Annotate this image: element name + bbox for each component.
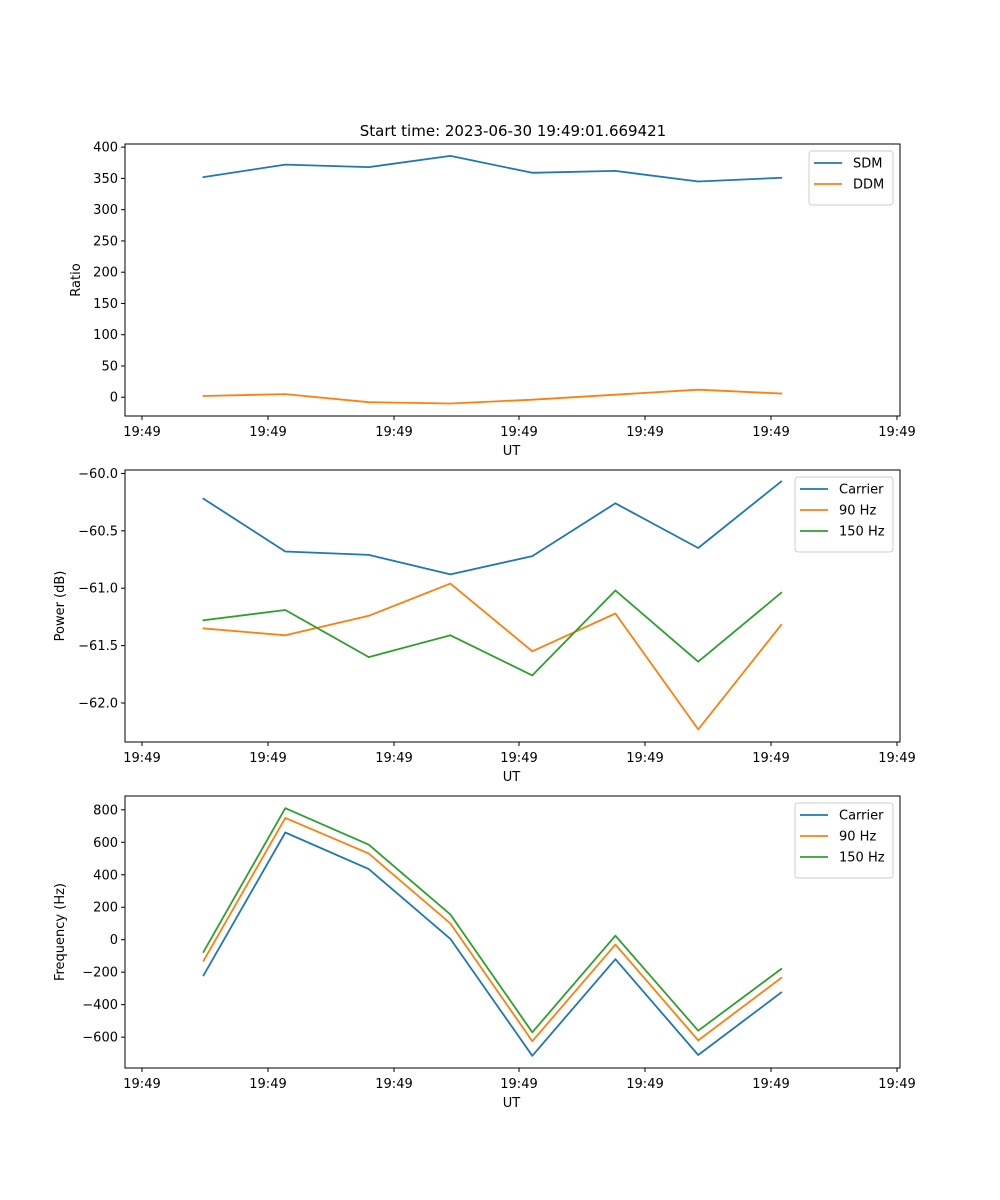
legend-box bbox=[808, 150, 894, 206]
x-tick-label: 19:49 bbox=[626, 425, 663, 440]
legend: Carrier 90 Hz 150 Hz bbox=[794, 802, 894, 879]
x-tick-label: 19:49 bbox=[249, 425, 286, 440]
y-tick-label: −61.0 bbox=[78, 582, 118, 597]
x-tick-label: 19:49 bbox=[878, 425, 915, 440]
y-axis-label: Ratio bbox=[69, 263, 84, 296]
x-tick-label: 19:49 bbox=[500, 425, 537, 440]
x-tick-label: 19:49 bbox=[375, 425, 412, 440]
y-axis-label: Power (dB) bbox=[53, 571, 68, 642]
series-line-150-hz bbox=[202, 589, 783, 677]
legend-label: 90 Hz bbox=[839, 830, 876, 845]
axes-frame bbox=[124, 469, 901, 743]
legend-label: Carrier bbox=[839, 809, 884, 824]
x-tick-label: 19:49 bbox=[752, 1077, 789, 1092]
y-tick-label: 200 bbox=[93, 266, 118, 281]
x-tick-label: 19:49 bbox=[500, 751, 537, 766]
x-tick-label: 19:49 bbox=[752, 751, 789, 766]
x-axis-label: UT bbox=[503, 1096, 521, 1111]
x-tick-label: 19:49 bbox=[752, 425, 789, 440]
y-tick-label: −62.0 bbox=[78, 696, 118, 711]
series-line-sdm bbox=[202, 154, 783, 183]
figure-title: Start time: 2023-06-30 19:49:01.669421 bbox=[360, 122, 666, 140]
x-tick-label: 19:49 bbox=[123, 1077, 160, 1092]
series-line-90-hz bbox=[202, 582, 783, 731]
x-tick-label: 19:49 bbox=[626, 751, 663, 766]
y-tick-label: 800 bbox=[93, 803, 118, 818]
x-tick-label: 19:49 bbox=[375, 1077, 412, 1092]
y-tick-label: 350 bbox=[93, 172, 118, 187]
y-tick-label: −60.5 bbox=[78, 524, 118, 539]
y-tick-label: 200 bbox=[93, 901, 118, 916]
legend-label: DDM bbox=[853, 178, 884, 193]
subplot-3: −600 −400 −200 0 200 400 600 800 19:49 19:49 19:49… bbox=[53, 795, 916, 1111]
series-line-carrier bbox=[202, 480, 783, 576]
legend-label: SDM bbox=[853, 157, 882, 172]
y-tick-label: 300 bbox=[93, 203, 118, 218]
legend: SDM DDM bbox=[808, 150, 894, 206]
y-tick-label: 400 bbox=[93, 868, 118, 883]
legend-label: Carrier bbox=[839, 483, 884, 498]
legend: Carrier 90 Hz 150 Hz bbox=[794, 476, 894, 553]
y-tick-label: −400 bbox=[82, 998, 118, 1013]
y-tick-label: 100 bbox=[93, 328, 118, 343]
x-axis-label: UT bbox=[503, 770, 521, 785]
x-axis-label: UT bbox=[503, 444, 521, 459]
x-tick-label: 19:49 bbox=[878, 1077, 915, 1092]
y-tick-label: 150 bbox=[93, 297, 118, 312]
axes-frame bbox=[124, 143, 901, 417]
series-line-90-hz bbox=[202, 817, 783, 1043]
x-tick-label: 19:49 bbox=[249, 1077, 286, 1092]
series-line-150-hz bbox=[202, 807, 783, 1034]
legend-box bbox=[794, 476, 894, 553]
y-tick-label: 400 bbox=[93, 141, 118, 156]
y-axis-label: Frequency (Hz) bbox=[53, 883, 68, 981]
y-tick-label: 0 bbox=[110, 391, 118, 406]
x-tick-label: 19:49 bbox=[375, 751, 412, 766]
legend-label: 150 Hz bbox=[839, 525, 885, 540]
x-tick-label: 19:49 bbox=[878, 751, 915, 766]
x-tick-label: 19:49 bbox=[500, 1077, 537, 1092]
y-tick-label: −600 bbox=[82, 1031, 118, 1046]
legend-label: 90 Hz bbox=[839, 504, 876, 519]
x-tick-label: 19:49 bbox=[123, 425, 160, 440]
y-tick-label: 600 bbox=[93, 836, 118, 851]
x-tick-label: 19:49 bbox=[626, 1077, 663, 1092]
y-tick-label: −200 bbox=[82, 966, 118, 981]
series-line-ddm bbox=[202, 388, 783, 405]
subplot-2: −62.0 −61.5 −61.0 −60.5 −60.0 19:49 19:49 19:49… bbox=[53, 467, 916, 785]
legend-label: 150 Hz bbox=[839, 851, 885, 866]
y-tick-label: 50 bbox=[101, 359, 118, 374]
subplot-1: 0 50 100 150 200 250 300 350 400 19:49 19:49 19:49 1… bbox=[69, 141, 916, 459]
legend-box bbox=[794, 802, 894, 879]
axes-frame bbox=[124, 795, 901, 1069]
series-line-carrier bbox=[202, 831, 783, 1057]
y-tick-label: −61.5 bbox=[78, 639, 118, 654]
y-tick-label: 250 bbox=[93, 234, 118, 249]
x-tick-label: 19:49 bbox=[123, 751, 160, 766]
y-tick-label: −60.0 bbox=[78, 467, 118, 482]
x-tick-label: 19:49 bbox=[249, 751, 286, 766]
y-tick-label: 0 bbox=[110, 933, 118, 948]
